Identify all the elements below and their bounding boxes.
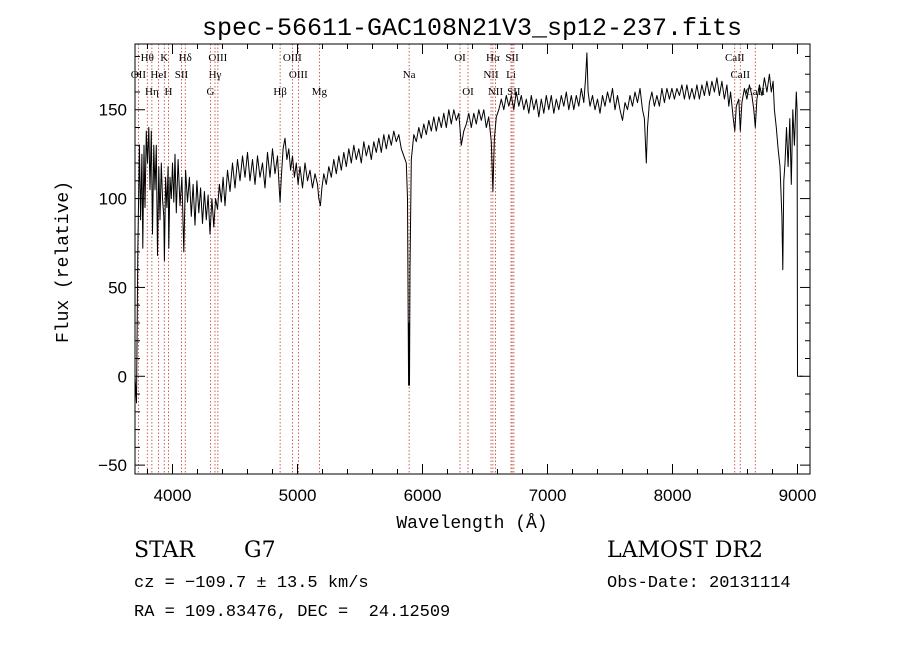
object-type: STAR [134,538,195,563]
line-label-19: Hα [486,52,500,64]
line-label-13: OIII [289,69,308,81]
line-label-10: G [207,86,215,98]
line-label-1: OII [131,69,147,81]
x-tick-label: 6000 [404,486,442,505]
y-tick-label: 0 [118,367,127,386]
line-label-22: SII [505,52,519,64]
x-tick-label: 8000 [654,486,692,505]
line-label-4: K [160,52,168,64]
line-label-16: OI [454,52,466,64]
line-label-3: HeI [150,69,167,81]
line-label-14: Mg [312,86,328,98]
y-tick-label: 150 [99,101,127,120]
line-label-21: Li [506,69,516,81]
y-tick-label: −50 [98,456,127,475]
coordinates: RA = 109.83476, DEC = 24.12509 [134,603,451,622]
x-tick-label: 5000 [279,486,317,505]
line-label-24: CaII [725,52,745,64]
line-label-17: OI [462,86,474,98]
line-label-15: Na [403,69,416,81]
y-tick-label: 50 [108,278,127,297]
line-label-8: OIII [208,52,227,64]
x-tick-label: 7000 [529,486,567,505]
flux-series [134,52,803,404]
line-label-0: Hθ [141,52,154,64]
line-label-12: OIII [283,52,302,64]
line-label-2: Hη [145,86,159,98]
line-label-5: H [165,86,173,98]
x-tick-label: 9000 [779,486,817,505]
line-label-7: Hδ [179,52,192,64]
observation-date: Obs-Date: 20131114 [607,574,791,593]
line-label-11: Hβ [273,86,287,98]
chart-title: spec-56611-GAC108N21V3_sp12-237.fits [202,14,742,43]
x-axis-label: Wavelength (Å) [396,513,547,534]
line-label-18: NII [483,69,499,81]
redshift-velocity: cz = −109.7 ± 13.5 km/s [134,574,369,593]
line-label-9: Hγ [209,69,222,81]
y-axis-label: Flux (relative) [54,181,74,343]
x-tick-label: 4000 [154,486,192,505]
survey-name: LAMOST DR2 [607,538,763,563]
flux-line [134,52,803,404]
line-label-23: SII [507,86,521,98]
axes: 4000 5000 6000 7000 8000 9000 −50 0 50 100 150 [98,43,817,505]
object-class: G7 [244,538,276,563]
line-label-20: NII [488,86,504,98]
y-tick-label: 100 [99,190,127,209]
line-label-6: SII [175,69,189,81]
plot-frame [134,43,811,475]
line-label-25: CaII [730,69,750,81]
